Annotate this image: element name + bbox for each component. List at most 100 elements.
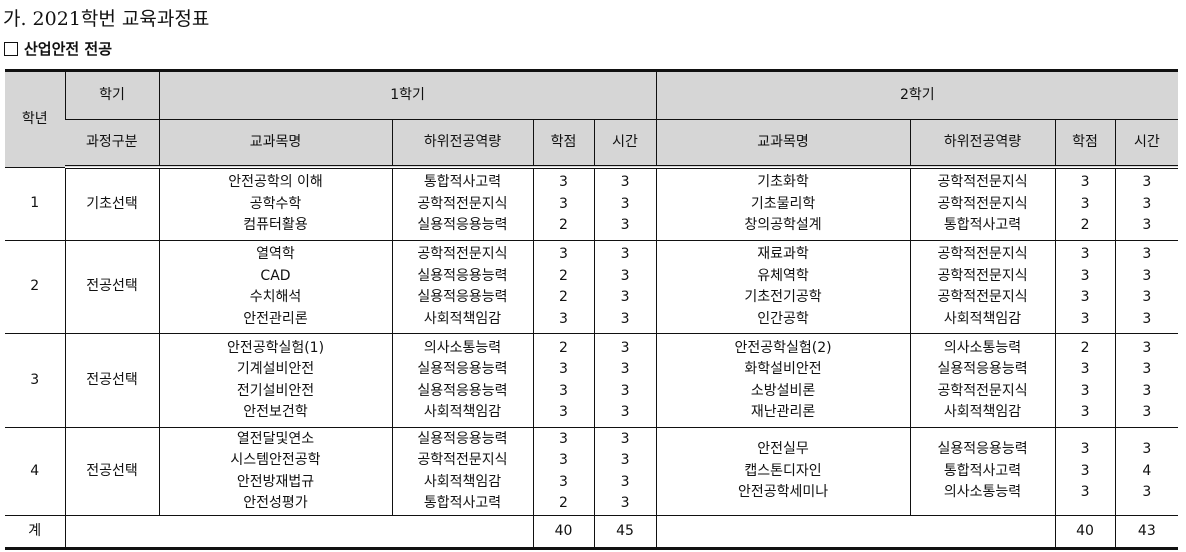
credits-item: 3 [559,195,568,212]
header-course: 교과목명 [655,119,911,169]
sem2-course-cell: 기초화학 기초물리학 창의공학설계 [655,167,911,241]
competency-item: 공학적전문지식 [417,246,508,262]
header-hours: 시간 [1114,119,1179,169]
credits-item: 3 [559,404,568,420]
sem2-hours-cell: 3 3 3 3 [1114,240,1179,334]
course-item: 수치해석 [249,289,302,305]
header-course: 교과목명 [158,119,392,169]
sem2-hours-cell: 3 4 3 [1114,427,1179,516]
course-item: 시스템안전공학 [230,452,321,468]
sem2-credits-cell: 3 3 3 [1054,427,1116,516]
course-item: 열역학 [256,246,295,262]
credits-item: 3 [1080,484,1090,501]
sem1-competency-cell: 실용적응용능력 공학적전문지식 사회적책임감 통합적사고력 [391,427,533,516]
header-competency: 하위전공역량 [391,119,533,169]
course-item: 재료과학 [757,246,809,262]
sem1-credits-cell: 2 3 3 3 [532,333,594,428]
hours-item: 3 [1142,195,1152,212]
competency-item: 실용적응용능력 [417,361,508,377]
course-item: 안전공학세미나 [737,484,829,501]
total-row: 계 40 45 40 43 [5,515,1179,550]
total-label: 계 [5,515,65,550]
competency-item: 사회적책임감 [943,310,1022,327]
hours-item: 3 [1142,267,1152,284]
credits-item: 3 [559,382,568,399]
header-competency: 하위전공역량 [909,119,1056,169]
course-item: 재난관리론 [750,404,816,420]
course-item: 인간공학 [757,310,809,327]
hours-item: 3 [620,473,630,490]
course-item: 공학수학 [249,195,302,212]
credits-item: 3 [559,452,568,468]
hours-item: 3 [1142,441,1152,458]
credits-item: 3 [1080,174,1090,191]
competency-item: 공학적전문지식 [937,267,1028,284]
competency-item: 통합적사고력 [943,462,1022,479]
credits-item: 3 [1080,382,1090,399]
year-cell: 4 [5,427,65,516]
header-sem1: 1학기 [158,69,657,120]
year-row: 4 전공선택 열전달및연소 시스템안전공학 안전방재법규 안전성평가 실용적응용능력 공학적전… [5,427,1179,516]
hours-item: 3 [620,361,630,377]
competency-item: 공학적전문지식 [417,195,508,212]
course-item: 기초화학 [757,174,809,191]
sem2-credits-cell: 2 3 3 3 [1054,333,1116,428]
credits-item: 3 [559,430,568,447]
hours-item: 3 [1142,339,1152,356]
sem2-course-cell: 재료과학 유체역학 기초전기공학 인간공학 [655,240,911,334]
sem2-competency-cell: 공학적전문지식 공학적전문지식 공학적전문지식 사회적책임감 [909,240,1056,334]
hours-item: 3 [620,195,630,212]
hours-item: 3 [620,339,630,356]
credits-item: 3 [1080,289,1090,305]
sem1-hours-cell: 3 3 3 [593,167,657,241]
competency-item: 통합적사고력 [943,217,1022,234]
sem1-course-cell: 안전공학의 이해 공학수학 컴퓨터활용 [158,167,392,241]
hours-item: 3 [1142,174,1152,191]
course-item: CAD [260,267,291,284]
competency-item: 공학적전문지식 [937,246,1028,262]
hours-item: 3 [1142,310,1152,327]
credits-item: 3 [1080,267,1090,284]
sem2-course-cell: 안전실무 캡스톤디자인 안전공학세미나 [655,427,911,516]
course-item: 열전달및연소 [236,430,315,447]
sem1-credits-cell: 3 3 2 [532,167,594,241]
sem2-hours-cell: 3 3 3 3 [1114,333,1179,428]
hours-item: 3 [620,267,630,284]
header-credits: 학점 [1054,119,1116,169]
sem2-hours-cell: 3 3 3 [1114,167,1179,241]
competency-item: 사회적책임감 [423,404,502,420]
sem2-competency-cell: 의사소통능력 실용적응용능력 공학적전문지식 사회적책임감 [909,333,1056,428]
sem1-credits-cell: 3 3 3 2 [532,427,594,516]
total-sem1-hours: 45 [593,515,657,550]
sem1-competency-cell: 통합적사고력 공학적전문지식 실용적응용능력 [391,167,533,241]
credits-item: 2 [1080,339,1090,356]
course-item: 안전보건학 [243,404,308,420]
hours-item: 3 [1142,289,1152,305]
competency-item: 사회적책임감 [943,404,1022,420]
year-row: 3 전공선택 안전공학실험(1) 기계설비안전 전기설비안전 안전보건학 의사소통능력 실용적… [5,333,1179,428]
competency-item: 사회적책임감 [423,310,502,327]
competency-item: 공학적전문지식 [937,174,1028,191]
course-item: 창의공학설계 [744,217,822,234]
hours-item: 4 [1142,462,1152,479]
curriculum-table: 학년 학기 1학기 2학기 과정구분 교과목명 하위전공역량 학점 시간 교과목… [5,69,1179,550]
credits-item: 2 [559,339,568,356]
credits-item: 3 [1080,404,1090,420]
header-credits: 학점 [532,119,594,169]
total-sem2-credits: 40 [1054,515,1116,550]
hours-item: 3 [620,289,630,305]
hours-item: 3 [620,174,630,191]
category-cell: 기초선택 [64,167,159,241]
course-item: 안전성평가 [243,495,308,511]
competency-item: 통합적사고력 [423,495,502,511]
credits-item: 3 [1080,441,1090,458]
year-cell: 1 [5,167,65,241]
sem1-hours-cell: 3 3 3 3 [593,333,657,428]
year-cell: 2 [5,240,65,334]
checkbox-square-icon [4,41,18,56]
hours-item: 3 [620,495,630,511]
header-hours: 시간 [593,119,657,169]
total-sem1-credits: 40 [532,515,594,550]
sem1-competency-cell: 공학적전문지식 실용적응용능력 실용적응용능력 사회적책임감 [391,240,533,334]
course-item: 안전방재법규 [236,473,315,490]
